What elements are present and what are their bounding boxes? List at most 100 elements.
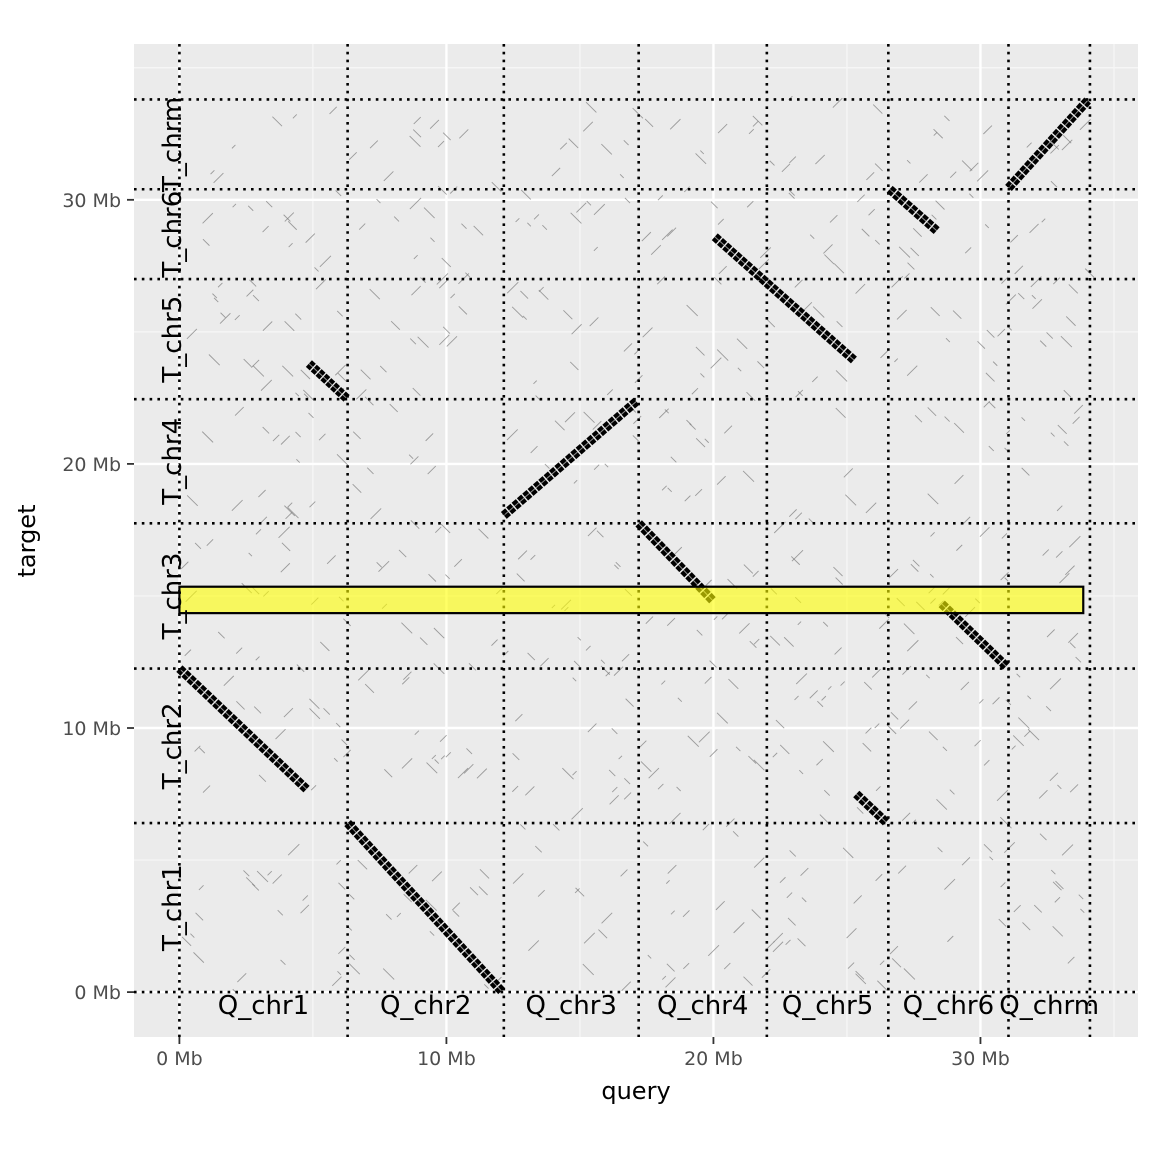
background-hit <box>1063 441 1069 447</box>
background-hit <box>1016 673 1021 678</box>
background-hit <box>217 631 225 639</box>
background-hit <box>670 910 675 915</box>
alignment-segment-sheen <box>833 342 839 347</box>
alignment-segment-sheen <box>604 424 610 429</box>
background-hit <box>1022 922 1031 931</box>
alignment-segment-sheen <box>583 442 589 447</box>
background-hit <box>1055 551 1063 558</box>
background-hit <box>348 151 358 161</box>
target-chromosome-label: T_chr4 <box>158 418 188 506</box>
background-hit <box>641 231 652 242</box>
background-hit <box>812 306 825 318</box>
alignment-segment-sheen <box>562 460 568 466</box>
background-hit <box>877 980 888 991</box>
background-hit <box>210 170 215 175</box>
background-hit <box>231 499 243 512</box>
alignment-segment-sheen <box>991 652 997 657</box>
background-hit <box>364 683 375 694</box>
background-hit <box>707 944 720 957</box>
background-hit <box>1073 404 1084 414</box>
background-hit <box>410 456 419 465</box>
background-hit <box>743 976 753 986</box>
background-hit <box>978 699 984 704</box>
background-hit <box>757 361 765 369</box>
background-hit <box>664 409 669 414</box>
background-hit <box>964 247 972 254</box>
background-hit <box>1053 277 1061 285</box>
background-hit <box>573 479 578 484</box>
alignment-segment-sheen <box>910 207 916 213</box>
background-hit <box>383 171 394 182</box>
background-hit <box>797 938 806 947</box>
highlight-rect <box>178 585 1085 615</box>
background-hit <box>195 912 204 921</box>
background-hit <box>717 123 728 134</box>
background-hit <box>713 616 718 621</box>
background-hit <box>648 767 660 779</box>
background-hit <box>401 622 413 634</box>
background-hit <box>769 635 781 646</box>
background-hit <box>411 285 421 296</box>
alignment-segment-sheen <box>524 492 530 498</box>
alignment-segment-sheen <box>441 925 446 930</box>
alignment-segment-sheen <box>313 367 318 372</box>
background-hit <box>201 431 214 443</box>
background-hit <box>246 289 254 297</box>
background-hit <box>1061 139 1073 151</box>
alignment-segment-sheen <box>638 522 644 528</box>
background-hit <box>349 954 355 961</box>
background-hit <box>461 223 467 230</box>
background-hit <box>479 869 490 879</box>
query-chromosome-label: Q_chr2 <box>380 991 471 1021</box>
background-hit <box>886 724 897 735</box>
background-hit <box>997 328 1006 337</box>
alignment-segment-sheen <box>599 428 605 434</box>
background-hit <box>989 856 994 861</box>
background-hit <box>691 387 699 395</box>
background-hit <box>936 799 948 810</box>
background-hit <box>795 673 808 685</box>
alignment-segment-sheen <box>1074 110 1079 116</box>
background-hit <box>287 506 299 519</box>
background-hit <box>572 677 577 682</box>
background-hit <box>781 163 791 173</box>
background-hit <box>956 544 963 551</box>
background-hit <box>927 493 939 505</box>
background-hit <box>280 959 286 966</box>
alignment-segment-sheen <box>347 822 352 828</box>
background-hit <box>429 119 440 129</box>
background-hit <box>243 870 250 877</box>
background-hit <box>563 309 573 320</box>
background-hit <box>833 263 845 274</box>
background-hit <box>336 454 349 466</box>
background-hit <box>822 740 835 753</box>
alignment-segments <box>176 97 1091 995</box>
alignment-segment-sheen <box>761 277 766 283</box>
background-hit <box>1000 571 1009 581</box>
background-hit <box>300 904 310 914</box>
alignment-segment-sheen <box>610 419 616 424</box>
background-hit <box>715 900 725 911</box>
background-hit <box>874 239 880 245</box>
background-hit <box>478 528 489 539</box>
background-hit <box>1000 882 1006 888</box>
background-hit <box>401 676 410 685</box>
background-hit <box>684 495 691 502</box>
background-hit <box>468 663 477 671</box>
background-hit <box>441 257 452 268</box>
alignment-segment-sheen <box>351 827 357 833</box>
alignment-segment-sheen <box>740 259 746 264</box>
background-hit <box>213 297 219 303</box>
background-hit <box>1011 745 1016 750</box>
alignment-segment-sheen <box>469 955 474 961</box>
background-hit <box>310 784 317 791</box>
background-hit <box>944 878 956 890</box>
alignment-segment-sheen <box>745 263 751 269</box>
background-hit <box>1059 572 1070 584</box>
query-chromosome-label: Q_chr5 <box>782 991 873 1021</box>
background-hit <box>280 435 291 445</box>
background-hit <box>1049 140 1060 150</box>
alignment-segment-sheen <box>261 745 266 751</box>
background-hit <box>440 523 451 534</box>
background-hit <box>695 346 705 356</box>
